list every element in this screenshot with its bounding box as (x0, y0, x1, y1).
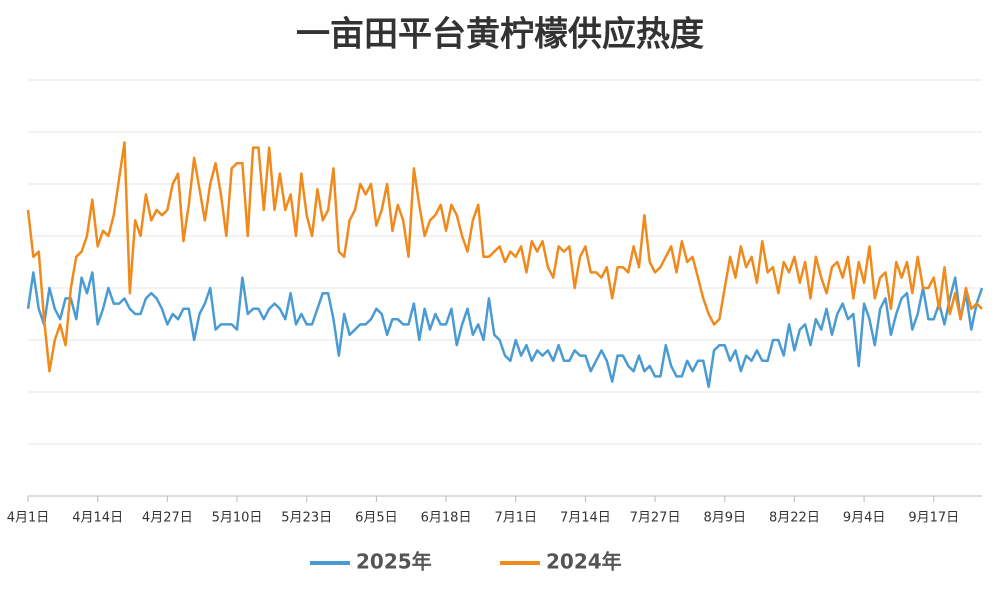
chart-title: 一亩田平台黄柠檬供应热度 (296, 15, 704, 55)
x-tick-label: 4月27日 (142, 511, 193, 526)
x-tick-label: 7月1日 (494, 511, 537, 526)
x-tick-label: 5月10日 (212, 511, 263, 526)
x-tick-label: 4月1日 (7, 511, 50, 526)
series-line (26, 141, 983, 373)
x-tick-label: 4月14日 (72, 511, 123, 526)
x-tick-label: 7月14日 (560, 511, 611, 526)
x-tick-label: 6月18日 (421, 511, 472, 526)
x-tick-label: 7月27日 (630, 511, 681, 526)
series-line (26, 271, 984, 389)
x-tick-label: 8月22日 (769, 511, 820, 526)
x-tick-label: 6月5日 (355, 511, 398, 526)
x-tick-label: 9月17日 (908, 511, 959, 526)
legend-label: 2025年 (356, 550, 432, 574)
x-tick-label: 5月23日 (281, 511, 332, 526)
x-tick-label: 9月4日 (843, 511, 886, 526)
legend-label: 2024年 (546, 550, 622, 574)
x-tick-label: 8月9日 (703, 511, 746, 526)
